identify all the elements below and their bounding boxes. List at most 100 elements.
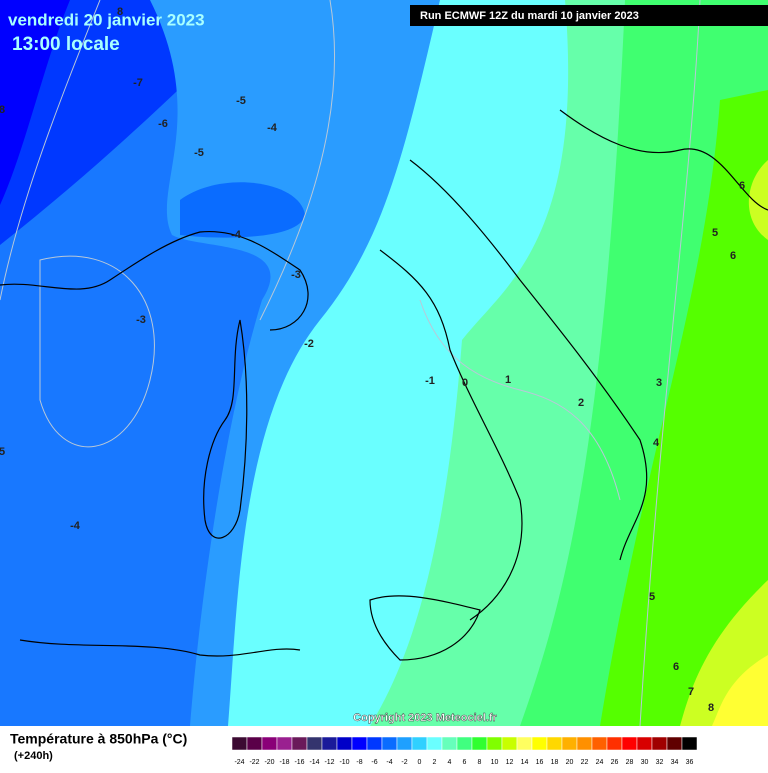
legend-swatch xyxy=(246,736,263,751)
legend-label: 2 xyxy=(433,759,437,766)
legend-label: -16 xyxy=(294,759,304,766)
zone-minus8 xyxy=(0,0,70,205)
coast xyxy=(0,230,309,331)
contour-label: 0 xyxy=(462,377,468,389)
legend-swatch xyxy=(276,736,293,751)
legend-swatch xyxy=(261,736,278,751)
contour-label: -5 xyxy=(236,95,246,107)
legend-label: 22 xyxy=(581,759,589,766)
zone-8-east xyxy=(748,160,768,240)
legend-label: 4 xyxy=(448,759,452,766)
legend-swatch xyxy=(531,736,548,751)
contour-label: -6 xyxy=(158,118,168,130)
legend-label: 30 xyxy=(641,759,649,766)
legend-label: 34 xyxy=(671,759,679,766)
island xyxy=(203,319,248,539)
coastlines xyxy=(0,109,768,661)
isotherm xyxy=(259,0,336,321)
legend-label: 28 xyxy=(626,759,634,766)
legend-label: 14 xyxy=(521,759,529,766)
island xyxy=(369,595,481,661)
contour-label: 7 xyxy=(688,686,694,698)
legend-swatch xyxy=(426,736,443,751)
zone-6 xyxy=(600,90,768,726)
legend-label: 0 xyxy=(418,759,422,766)
coast xyxy=(379,249,523,621)
copyright: Copyright 2023 Meteociel.fr xyxy=(353,712,497,724)
legend-swatch xyxy=(441,736,458,751)
contour-label: 3 xyxy=(656,377,662,389)
color-scale: -24 -22 -20 -18 -16 -14 -12 -10 -8 -6 -4 -2 0 2 4 6 8 10 1… xyxy=(231,736,698,766)
legend-swatch xyxy=(231,736,248,751)
contour-label: 6 xyxy=(730,250,736,262)
contour-label: 1 xyxy=(505,374,511,386)
legend-label: -20 xyxy=(264,759,274,766)
legend-swatch xyxy=(336,736,353,751)
legend-swatch xyxy=(381,736,398,751)
legend-title: Température à 850hPa (°C) xyxy=(10,731,187,747)
contour-label: 5 xyxy=(0,446,5,458)
legend-swatch xyxy=(576,736,593,751)
legend-swatch xyxy=(396,736,413,751)
legend-label: -18 xyxy=(279,759,289,766)
contour-label: -3 xyxy=(136,314,146,326)
legend-label: -6 xyxy=(371,759,377,766)
lead-time: (+240h) xyxy=(14,750,53,762)
legend-label: 20 xyxy=(566,759,574,766)
legend-swatch xyxy=(591,736,608,751)
legend-swatch xyxy=(351,736,368,751)
legend-label: 10 xyxy=(491,759,499,766)
coast xyxy=(409,159,648,561)
contour-label: 8 xyxy=(117,6,123,18)
legend-label: -14 xyxy=(309,759,319,766)
contour-label: 8 xyxy=(0,104,5,116)
isotherm xyxy=(0,0,101,301)
legend-swatch xyxy=(291,736,308,751)
legend-label: 26 xyxy=(611,759,619,766)
legend-label: 32 xyxy=(656,759,664,766)
contour-label: -5 xyxy=(194,147,204,159)
legend-label: 16 xyxy=(536,759,544,766)
border xyxy=(559,109,768,211)
contour-label: 6 xyxy=(673,661,679,673)
contour-label: 8 xyxy=(708,702,714,714)
contour-label: -2 xyxy=(304,338,314,350)
legend-swatch xyxy=(606,736,623,751)
forecast-date: vendredi 20 janvier 2023 xyxy=(8,10,205,29)
contour-label: 5 xyxy=(712,227,718,239)
legend-swatch xyxy=(471,736,488,751)
contour-label: 4 xyxy=(653,437,660,449)
legend-label: -24 xyxy=(234,759,244,766)
legend-label: -10 xyxy=(339,759,349,766)
legend-swatch xyxy=(516,736,533,751)
legend-swatch xyxy=(321,736,338,751)
legend-swatch xyxy=(546,736,563,751)
temperature-field xyxy=(0,0,768,726)
run-box xyxy=(410,5,768,26)
legend-label: -8 xyxy=(356,759,362,766)
legend-swatch xyxy=(636,736,653,751)
contour-label: -4 xyxy=(267,122,278,134)
legend-swatch xyxy=(411,736,428,751)
contour-label: 2 xyxy=(578,397,584,409)
legend-label: -22 xyxy=(249,759,259,766)
legend-swatch xyxy=(366,736,383,751)
forecast-time: 13:00 locale xyxy=(12,34,120,55)
legend-label: 36 xyxy=(686,759,694,766)
contour-label: -7 xyxy=(133,77,143,89)
contour-label: -3 xyxy=(291,269,301,281)
contour-label: 6 xyxy=(739,180,745,192)
legend-swatch xyxy=(561,736,578,751)
legend-swatch xyxy=(306,736,323,751)
zone-10 xyxy=(712,655,768,726)
isotherm xyxy=(639,0,701,727)
legend-swatch xyxy=(456,736,473,751)
legend-label: 6 xyxy=(463,759,467,766)
isotherm xyxy=(419,299,621,501)
legend-swatch xyxy=(621,736,638,751)
legend-swatch xyxy=(666,736,683,751)
isotherms xyxy=(0,0,701,727)
legend-label: 18 xyxy=(551,759,559,766)
